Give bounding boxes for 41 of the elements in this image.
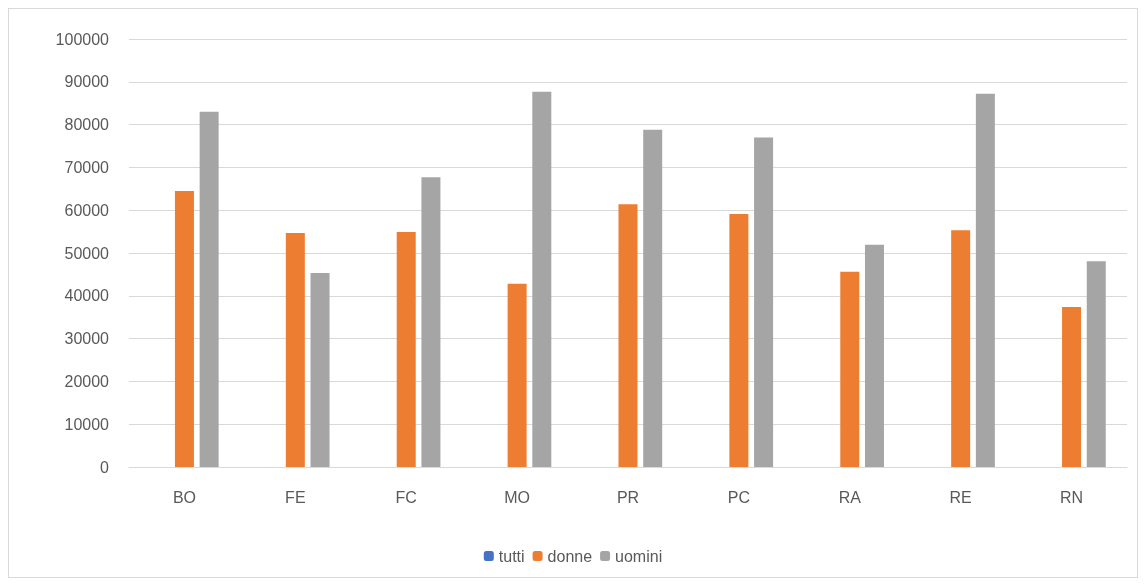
bar <box>285 232 305 467</box>
bar <box>199 111 219 467</box>
legend-label: donne <box>547 547 593 565</box>
bar <box>310 273 330 467</box>
bar <box>532 91 552 467</box>
y-tick-label: 30000 <box>64 330 110 348</box>
x-tick-label: PR <box>616 488 640 506</box>
bar <box>754 137 774 467</box>
y-tick-label: 50000 <box>64 244 110 262</box>
bar <box>1086 261 1106 467</box>
x-tick-label: PC <box>727 488 751 506</box>
y-tick-label: 100000 <box>55 30 110 48</box>
x-tick-label: RN <box>1060 488 1084 506</box>
bar <box>643 129 663 467</box>
bar <box>618 204 638 467</box>
x-tick-label: BO <box>172 488 197 506</box>
x-tick-label: RE <box>949 488 972 506</box>
legend-label: uomini <box>615 547 663 565</box>
x-tick-label: RA <box>838 488 862 506</box>
y-tick-label: 0 <box>100 458 110 476</box>
x-tick-label: MO <box>504 488 530 506</box>
bar <box>975 93 995 467</box>
x-tick-label: FE <box>285 488 306 506</box>
bar <box>507 283 527 467</box>
y-tick-label: 60000 <box>64 201 110 219</box>
bar <box>864 244 884 467</box>
y-tick-label: 20000 <box>64 372 110 390</box>
bar <box>840 271 860 467</box>
y-tick-label: 10000 <box>64 415 110 433</box>
bar <box>729 214 749 467</box>
bar <box>1062 306 1082 467</box>
bar <box>421 177 441 467</box>
x-tick-label: FC <box>395 488 417 506</box>
bar <box>951 230 971 467</box>
y-tick-label: 90000 <box>64 73 110 91</box>
bar <box>396 232 416 467</box>
y-tick-label: 70000 <box>64 158 110 176</box>
y-tick-label: 80000 <box>64 116 110 134</box>
y-tick-label: 40000 <box>64 287 110 305</box>
legend-label: tutti <box>498 547 525 565</box>
bar <box>174 190 194 467</box>
